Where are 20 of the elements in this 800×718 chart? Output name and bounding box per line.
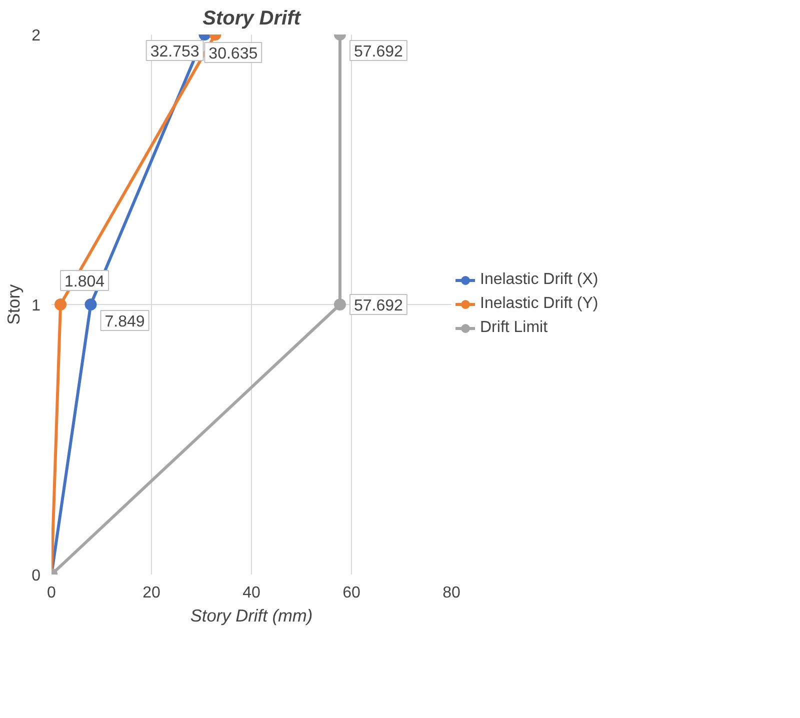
annotation: 1.804 [64,274,105,290]
x-tick-label: 60 [342,584,360,602]
y-tick-label: 2 [32,28,41,44]
y-tick-label: 1 [32,298,41,314]
x-tick-label: 20 [142,584,160,602]
x-tick-label: 80 [442,584,460,602]
y-axis-title: Story [4,284,24,325]
annotation: 7.849 [104,314,145,330]
legend-label: Drift Limit [480,319,548,337]
annotation: 57.692 [354,44,403,60]
annotation: 30.635 [208,46,258,62]
annotation: 57.692 [354,298,403,314]
legend-label: Inelastic Drift (Y) [480,295,598,313]
chart-title: Story Drift [202,8,302,30]
legend-label: Inelastic Drift (X) [480,271,598,289]
x-tick-label: 0 [47,584,56,602]
x-tick-label: 40 [242,584,260,602]
x-axis-title: Story Drift (mm) [190,606,313,626]
y-tick-label: 0 [32,568,41,584]
annotation: 32.753 [150,44,200,60]
